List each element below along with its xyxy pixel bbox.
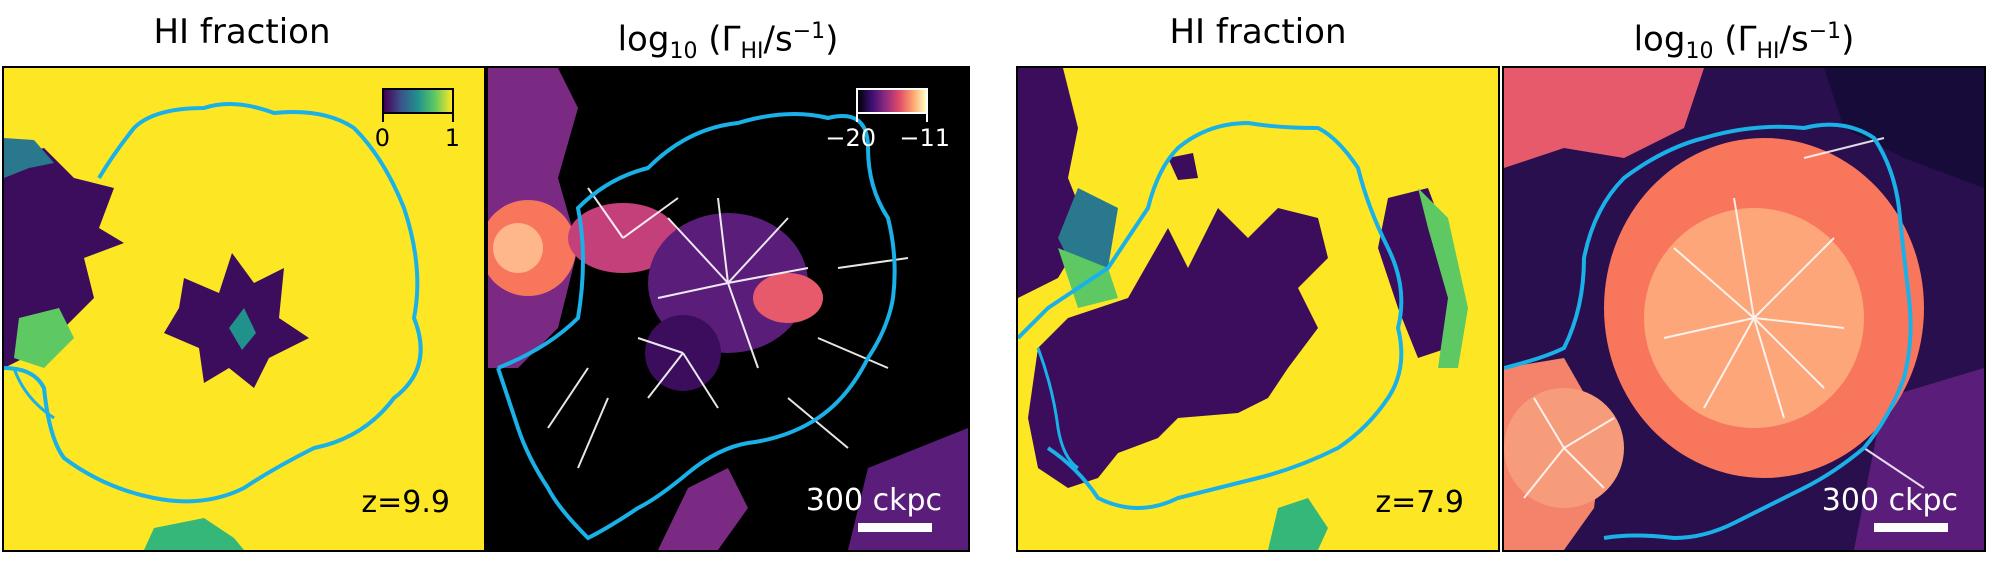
gamma-subscript: HI bbox=[740, 39, 764, 65]
panel4-title: log10 (ΓHI/s−1) bbox=[1633, 19, 1855, 65]
gamma-subscript: HI bbox=[1756, 39, 1780, 65]
panel-gamma-z99: −20 −11 300 ckpc bbox=[486, 66, 970, 552]
colorbar-tick-min bbox=[856, 112, 858, 122]
colorbar-min-label: 0 bbox=[374, 124, 390, 152]
hi-fraction-map-1 bbox=[4, 68, 484, 550]
scale-bar bbox=[858, 523, 932, 532]
panel-hi-fraction-z79: z=7.9 bbox=[1016, 66, 1500, 552]
panel1-title-text: HI fraction bbox=[153, 12, 331, 52]
panel-hi-fraction-z99: 0 1 z=9.9 bbox=[2, 66, 486, 552]
panel-gamma-z79: 300 ckpc bbox=[1502, 66, 1986, 552]
unit-exponent: −1 bbox=[1808, 19, 1842, 44]
scale-label: 300 ckpc bbox=[805, 483, 942, 518]
colorbar-max-label: 1 bbox=[444, 124, 460, 152]
colorbar-gamma bbox=[856, 88, 928, 114]
photoionization-map-2 bbox=[1504, 68, 1984, 550]
gamma-symbol: Γ bbox=[721, 19, 741, 60]
colorbar-min-label: −20 bbox=[825, 124, 876, 152]
panel3-title: HI fraction bbox=[1016, 8, 1500, 56]
scale-label: 300 ckpc bbox=[1821, 483, 1958, 518]
colorbar-tick-max bbox=[926, 112, 928, 122]
redshift-label: z=7.9 bbox=[1375, 485, 1464, 520]
panel1-title: HI fraction bbox=[0, 8, 484, 56]
colorbar-hi bbox=[382, 88, 454, 114]
scale-bar bbox=[1874, 523, 1948, 532]
unit-exponent: −1 bbox=[792, 19, 826, 44]
log-base: 10 bbox=[669, 39, 698, 65]
colorbar-tick-min bbox=[382, 112, 384, 122]
unit-text: /s bbox=[763, 19, 793, 60]
log-base: 10 bbox=[1685, 39, 1714, 65]
redshift-label: z=9.9 bbox=[361, 485, 450, 520]
photoionization-map-1 bbox=[488, 68, 968, 550]
log-text: log bbox=[1633, 19, 1686, 60]
panel2-title: log10 (ΓHI/s−1) bbox=[617, 19, 839, 65]
hi-fraction-map-2 bbox=[1018, 68, 1498, 550]
panel3-title-text: HI fraction bbox=[1169, 12, 1347, 52]
colorbar-tick-max bbox=[452, 112, 454, 122]
unit-text: /s bbox=[1779, 19, 1809, 60]
gamma-symbol: Γ bbox=[1737, 19, 1757, 60]
log-text: log bbox=[617, 19, 670, 60]
colorbar-max-label: −11 bbox=[899, 124, 950, 152]
